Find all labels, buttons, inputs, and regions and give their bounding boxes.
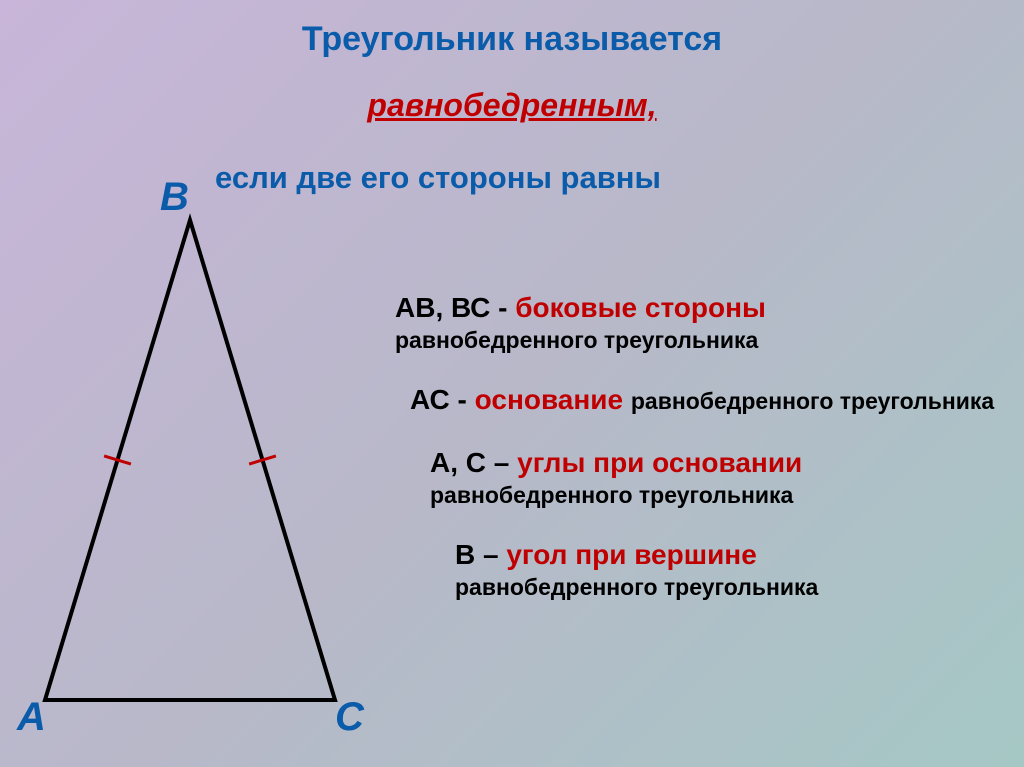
- vertex-c-label: С: [335, 695, 364, 740]
- def-base: АС - основание равнобедренного треугольн…: [410, 382, 995, 418]
- def-highlight: боковые стороны: [515, 292, 766, 323]
- def-highlight: углы при основании: [517, 447, 802, 478]
- def-apex-angle: В – угол при вершине равнобедренного тре…: [455, 537, 995, 603]
- definitions-list: AВ, ВС - боковые стороны равнобедренного…: [395, 290, 995, 629]
- def-highlight: угол при вершине: [506, 539, 756, 570]
- subtitle-text: равнобедренным,: [0, 87, 1024, 124]
- vertex-a-label: А: [17, 695, 46, 740]
- def-highlight: основание: [475, 384, 631, 415]
- def-sub: равнобедренного треугольника: [631, 388, 994, 414]
- def-sub: равнобедренного треугольника: [455, 574, 818, 600]
- title-text: Треугольник называется: [0, 0, 1024, 59]
- triangle-diagram: А В С: [15, 200, 415, 720]
- triangle-shape: [45, 220, 335, 700]
- triangle-svg: [15, 200, 415, 720]
- def-label: А, С –: [430, 447, 517, 478]
- vertex-b-label: В: [160, 175, 189, 220]
- def-label: В –: [455, 539, 506, 570]
- def-label: AВ, ВС -: [395, 292, 515, 323]
- def-sub: равнобедренного треугольника: [395, 327, 758, 353]
- def-base-angles: А, С – углы при основании равнобедренног…: [430, 445, 995, 511]
- def-sides: AВ, ВС - боковые стороны равнобедренного…: [395, 290, 995, 356]
- def-sub: равнобедренного треугольника: [430, 482, 793, 508]
- def-label: АС -: [410, 384, 475, 415]
- condition-text: если две его стороны равны: [215, 160, 661, 196]
